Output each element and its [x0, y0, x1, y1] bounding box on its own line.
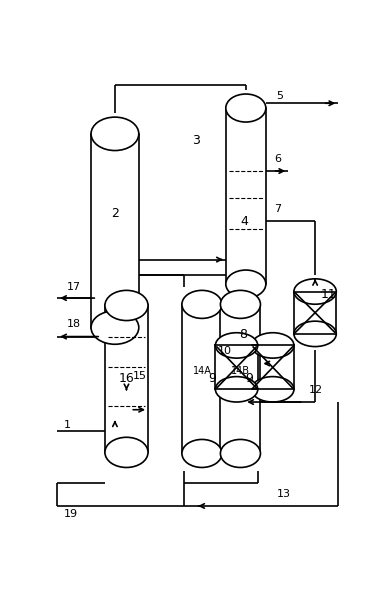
Ellipse shape: [215, 333, 258, 358]
Text: 14A: 14A: [192, 366, 211, 376]
Text: 18: 18: [66, 319, 81, 329]
Text: 4: 4: [240, 215, 248, 228]
Text: 5: 5: [277, 92, 284, 102]
Ellipse shape: [294, 279, 336, 304]
Ellipse shape: [226, 94, 266, 122]
Bar: [226, 108, 266, 284]
Text: 17: 17: [66, 282, 81, 293]
Ellipse shape: [182, 440, 222, 467]
Bar: [182, 304, 222, 453]
Ellipse shape: [105, 437, 148, 467]
Text: 10: 10: [217, 346, 231, 356]
Ellipse shape: [220, 440, 260, 467]
Text: 9: 9: [246, 372, 254, 385]
Ellipse shape: [182, 290, 222, 319]
Text: 11: 11: [321, 288, 337, 301]
Bar: [105, 306, 148, 452]
Text: 19: 19: [63, 509, 78, 519]
Text: 15: 15: [133, 371, 147, 381]
Text: 8: 8: [239, 328, 247, 341]
Text: 7: 7: [274, 204, 281, 214]
Text: 16: 16: [119, 372, 134, 385]
Bar: [220, 304, 260, 453]
Ellipse shape: [105, 290, 148, 320]
Ellipse shape: [91, 117, 139, 151]
Text: 6: 6: [274, 154, 281, 164]
Text: 9: 9: [208, 372, 216, 385]
Bar: [294, 291, 336, 334]
Bar: [217, 302, 256, 368]
Text: 2: 2: [111, 207, 119, 220]
Bar: [215, 345, 258, 389]
Ellipse shape: [226, 270, 266, 298]
Ellipse shape: [251, 333, 294, 358]
Ellipse shape: [215, 376, 258, 402]
Ellipse shape: [294, 321, 336, 346]
Text: 12: 12: [309, 385, 323, 395]
Text: 14B: 14B: [231, 366, 250, 376]
Ellipse shape: [251, 376, 294, 402]
Text: 3: 3: [192, 134, 200, 147]
Ellipse shape: [220, 290, 260, 319]
Ellipse shape: [91, 311, 139, 345]
Bar: [251, 345, 294, 389]
Text: 13: 13: [277, 489, 291, 499]
Text: 1: 1: [63, 420, 70, 430]
Bar: [91, 134, 139, 327]
